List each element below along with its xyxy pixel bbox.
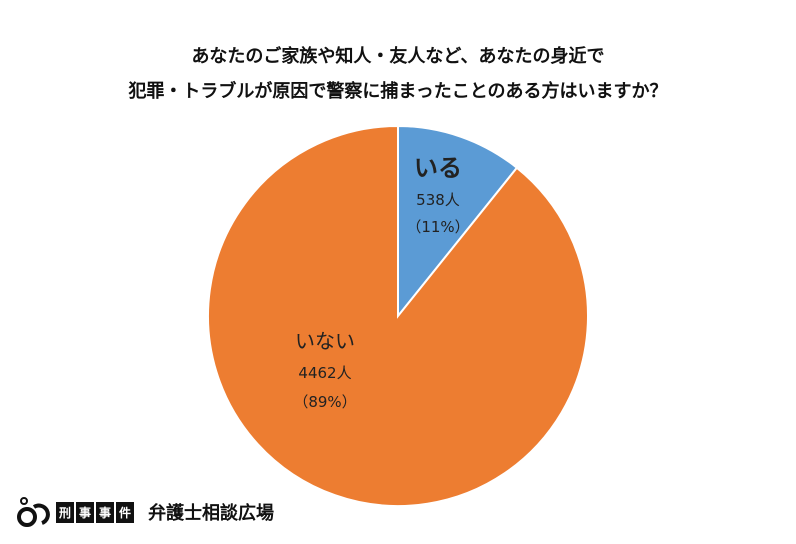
slice-name: いる [414,154,462,182]
logo-text: 弁護士相談広場 [148,503,275,524]
slice-value: 538人 [416,191,460,209]
pie-slice-0 [397,124,519,319]
logo-kanji-char: 刑 [56,501,75,523]
logo-kanji: 刑事事件 [56,501,136,523]
pie-slice-1 [207,124,589,507]
logo-kanji-char: 事 [96,501,115,523]
slice-label-iru: いる 538人 （11%） [398,148,478,237]
slice-percent: （11%） [406,218,470,236]
slice-name: いない [295,329,355,353]
slice-label-inai: いない 4462人 （89%） [285,325,365,412]
slice-percent: （89%） [293,393,357,411]
logo-kanji-char: 事 [76,501,95,523]
handcuffs-icon [17,497,50,527]
chart-title-line-1: あなたのご家族や知人・友人など、あなたの身近で [191,46,605,67]
logo-kanji-char: 件 [116,501,135,523]
slice-value: 4462人 [298,364,352,382]
chart-title-line-2: 犯罪・トラブルが原因で警察に捕まったことのある方はいますか？ [128,81,668,102]
logo: 刑事事件 弁護士相談広場 [16,495,274,529]
